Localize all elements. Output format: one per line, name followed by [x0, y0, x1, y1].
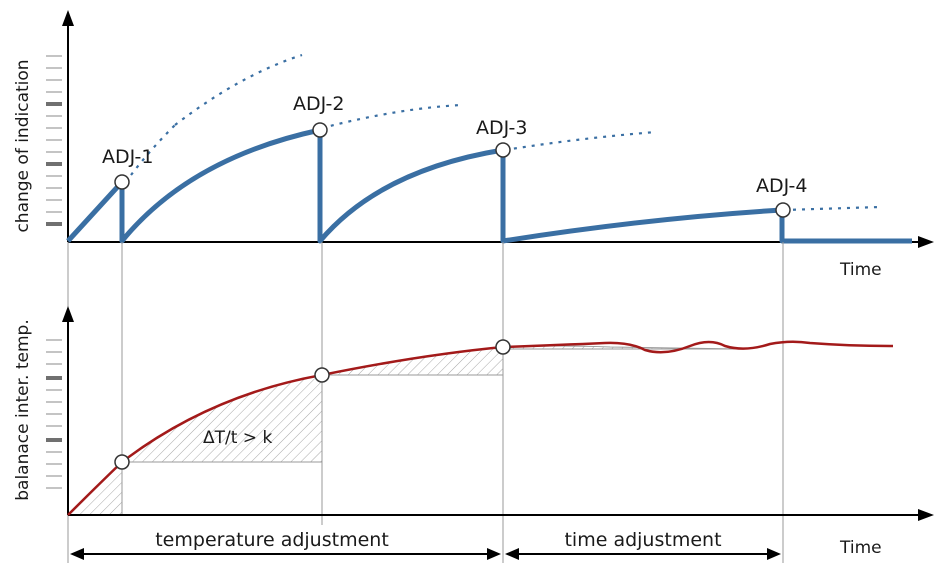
adj-1-marker [114, 174, 130, 190]
top-plot: change of indication Time ADJ-1 ADJ-2 AD… [13, 10, 934, 280]
top-y-ticks [46, 55, 62, 213]
indication-curve [66, 127, 912, 244]
bottom-y-label: balanace inter. temp. [13, 319, 33, 501]
range-annotations: temperature adjustment time adjustment [70, 529, 781, 560]
temperature-adjustment-label: temperature adjustment [155, 529, 389, 551]
time-adjustment-label: time adjustment [564, 529, 721, 551]
bottom-y-arrowhead [62, 306, 74, 322]
bottom-y-ticks [46, 339, 62, 489]
bottom-x-arrowhead [918, 509, 934, 521]
adj-2-label: ADJ-2 [293, 93, 345, 115]
gradient-condition: ΔT/t > k [203, 428, 272, 448]
top-x-label: Time [839, 260, 882, 280]
bottom-x-label: Time [839, 538, 882, 558]
adj-2-marker [312, 122, 328, 138]
top-y-arrowhead [62, 10, 74, 26]
temp-marker-2 [314, 367, 330, 383]
adj-4-label: ADJ-4 [756, 175, 808, 197]
temp-marker-3 [495, 339, 511, 355]
bottom-plot: balanace inter. temp. Time ΔT/t > k [13, 306, 934, 558]
top-y-label: change of indication [13, 59, 33, 232]
adjustment-markers [114, 122, 791, 218]
top-x-arrowhead [918, 236, 934, 248]
adj-1-label: ADJ-1 [102, 146, 154, 168]
bottom-y-major-ticks [46, 376, 62, 442]
adj-4-marker [775, 202, 791, 218]
adj-3-label: ADJ-3 [476, 117, 528, 139]
temperature-curve [67, 340, 894, 516]
top-dotted-extrapolations [130, 53, 881, 212]
temp-marker-1 [114, 454, 130, 470]
adj-3-marker [495, 142, 511, 158]
top-y-major-ticks [46, 102, 62, 226]
temperature-markers [114, 339, 511, 470]
